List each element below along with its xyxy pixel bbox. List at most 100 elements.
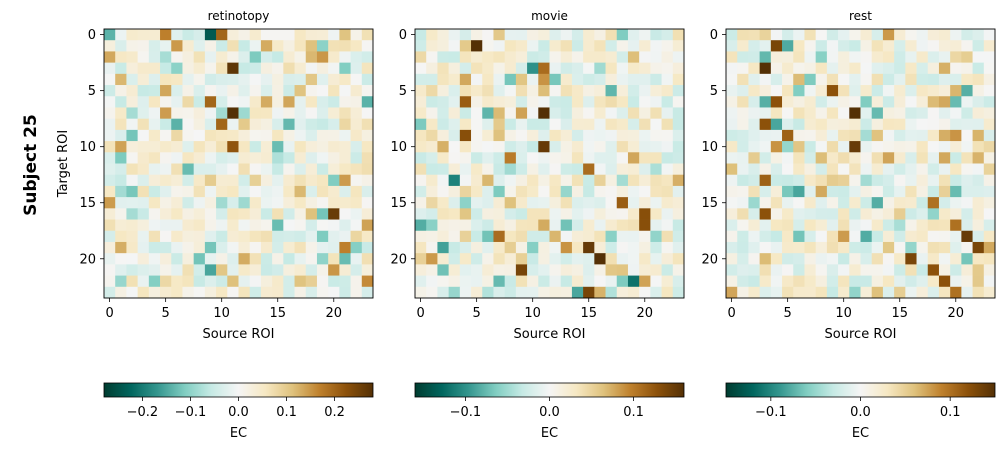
heatmap-cell <box>972 96 985 108</box>
heatmap-cell <box>661 152 674 164</box>
heatmap-cell <box>260 107 273 120</box>
heatmap-cell <box>137 141 150 153</box>
heatmap-cell <box>661 62 674 75</box>
heatmap-cell <box>328 96 340 108</box>
heatmap-cell <box>894 275 906 288</box>
colorbar-tick-label: 0.1 <box>623 405 644 420</box>
heatmap-cell <box>482 241 494 254</box>
heatmap-cell <box>361 96 374 108</box>
heatmap-cell <box>294 241 307 254</box>
heatmap-cell <box>249 253 262 265</box>
heatmap-cell <box>793 185 805 198</box>
heatmap-cell <box>328 163 340 176</box>
heatmap-cell <box>826 219 839 232</box>
heatmap-cell <box>115 208 127 220</box>
heatmap-cell <box>339 141 351 153</box>
heatmap-cell <box>305 40 318 52</box>
heatmap-cell <box>148 185 161 198</box>
heatmap-cell <box>672 219 685 232</box>
heatmap-cell <box>950 85 962 97</box>
heatmap-cell <box>894 152 906 164</box>
heatmap-cell <box>515 73 528 86</box>
heatmap-cell <box>639 141 651 153</box>
heatmap-cell <box>650 107 662 120</box>
heatmap-cell <box>782 163 794 176</box>
heatmap-cell <box>905 129 917 142</box>
x-tick-label: 5 <box>473 306 481 321</box>
heatmap-cell <box>249 152 262 164</box>
heatmap-cell <box>171 62 183 75</box>
heatmap-cell <box>882 96 895 108</box>
heatmap-cell <box>838 230 850 243</box>
heatmap-cell <box>238 85 251 97</box>
heatmap-cell <box>227 163 239 176</box>
heatmap-cell <box>770 96 783 108</box>
heatmap-cell <box>983 85 996 97</box>
heatmap-cell <box>616 118 629 131</box>
heatmap-cell <box>350 62 363 75</box>
heatmap-cell <box>938 152 951 164</box>
heatmap-cell <box>661 253 674 265</box>
heatmap-cell <box>339 118 351 131</box>
heatmap-cell <box>871 230 884 243</box>
heatmap-cell <box>104 253 116 265</box>
heatmap-cell <box>804 230 817 243</box>
heatmap-cell <box>115 197 127 209</box>
heatmap-cell <box>815 118 828 131</box>
heatmap-cell <box>493 163 506 176</box>
heatmap-cell <box>793 40 805 52</box>
heatmap-cell <box>504 62 517 75</box>
heatmap-cell <box>860 96 873 108</box>
colorbar-tick-label: 0.2 <box>324 405 345 420</box>
heatmap-cell <box>815 275 828 288</box>
heatmap-cell <box>650 286 662 299</box>
heatmap-cell <box>627 174 640 187</box>
heatmap-cell <box>938 197 951 209</box>
heatmap-cell <box>894 51 906 63</box>
panel-title: retinotopy <box>208 9 270 23</box>
heatmap-cell <box>272 264 284 276</box>
heatmap-cell <box>415 163 427 176</box>
heatmap-cell <box>849 118 861 131</box>
heatmap-cell <box>339 152 351 164</box>
heatmap-cell <box>726 51 738 63</box>
heatmap-cell <box>538 96 550 108</box>
heatmap-cell <box>148 275 161 288</box>
heatmap-cell <box>571 174 584 187</box>
heatmap-cell <box>459 264 472 276</box>
heatmap-cell <box>661 118 674 131</box>
heatmap-cell <box>448 163 461 176</box>
heatmap-cell <box>804 163 817 176</box>
heatmap-cell <box>983 107 996 120</box>
heatmap-cell <box>227 96 239 108</box>
heatmap-cell <box>193 107 206 120</box>
heatmap-cell <box>339 62 351 75</box>
heatmap-cell <box>838 241 850 254</box>
heatmap-cell <box>583 129 595 142</box>
heatmap-cell <box>950 185 962 198</box>
heatmap-cell <box>748 185 760 198</box>
heatmap-cell <box>272 85 284 97</box>
colorbar-tick-label: −0.2 <box>127 405 159 420</box>
heatmap-cell <box>726 197 738 209</box>
heatmap-cell <box>339 163 351 176</box>
heatmap-cell <box>616 107 629 120</box>
heatmap-cell <box>115 264 127 276</box>
heatmap-cell <box>527 129 539 142</box>
heatmap-cell <box>616 62 629 75</box>
heatmap-cell <box>426 40 438 52</box>
heatmap-cell <box>737 208 749 220</box>
heatmap-cell <box>126 141 138 153</box>
heatmap-cell <box>238 163 251 176</box>
heatmap-cell <box>227 185 239 198</box>
heatmap-cell <box>361 230 374 243</box>
heatmap-cell <box>515 40 528 52</box>
heatmap-cells <box>726 29 996 299</box>
heatmap-cell <box>748 163 760 176</box>
heatmap-cell <box>650 51 662 63</box>
heatmap-cell <box>782 118 794 131</box>
heatmap-cell <box>283 253 295 265</box>
heatmap-cell <box>793 174 805 187</box>
heatmap-cell <box>983 275 996 288</box>
heatmap-cell <box>448 208 461 220</box>
